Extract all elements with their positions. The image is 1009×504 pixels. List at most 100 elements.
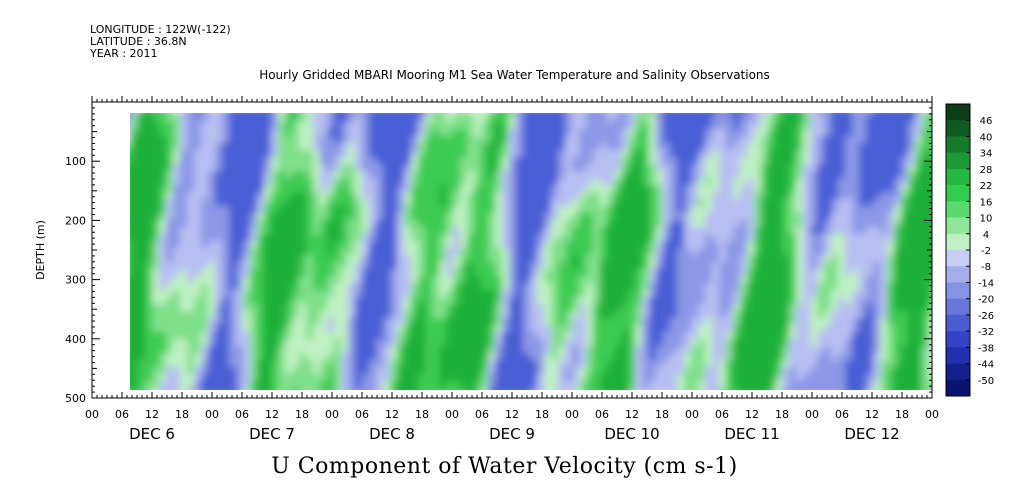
heatmap-cell (551, 360, 559, 368)
heatmap-cell (838, 171, 846, 179)
heatmap-cell (411, 178, 419, 186)
heatmap-cell (852, 297, 860, 305)
heatmap-cell (481, 234, 489, 242)
heatmap-cell (859, 241, 867, 249)
heatmap-cell (649, 136, 657, 144)
heatmap-cell (789, 115, 797, 123)
heatmap-cell (250, 388, 258, 390)
heatmap-cell (502, 381, 510, 389)
heatmap-cell (138, 192, 146, 200)
heatmap-cell (607, 325, 615, 333)
heatmap-cell (544, 381, 552, 389)
heatmap-cell (145, 318, 153, 326)
heatmap-cell (782, 283, 790, 291)
heatmap-cell (418, 171, 426, 179)
heatmap-cell (488, 192, 496, 200)
heatmap-cell (824, 227, 832, 235)
heatmap-cell (614, 290, 622, 298)
heatmap-cell (691, 192, 699, 200)
heatmap-cell (635, 374, 643, 382)
heatmap-cell (656, 325, 664, 333)
heatmap-cell (138, 290, 146, 298)
heatmap-cell (768, 339, 776, 347)
heatmap-cell (411, 297, 419, 305)
heatmap-cell (530, 234, 538, 242)
heatmap-cell (607, 381, 615, 389)
heatmap-cell (565, 227, 573, 235)
heatmap-cell (824, 143, 832, 151)
heatmap-cell (894, 332, 902, 340)
heatmap-cell (859, 255, 867, 263)
heatmap-cell (292, 213, 300, 221)
heatmap-cell (215, 143, 223, 151)
heatmap-cell (334, 304, 342, 312)
heatmap-cell (390, 213, 398, 221)
heatmap-cell (908, 346, 916, 354)
heatmap-cell (348, 248, 356, 256)
heatmap-cell (264, 220, 272, 228)
heatmap-cell (831, 113, 839, 116)
heatmap-cell (621, 220, 629, 228)
heatmap-cell (229, 332, 237, 340)
heatmap-cell (229, 213, 237, 221)
heatmap-cell (649, 318, 657, 326)
heatmap-cell (831, 262, 839, 270)
heatmap-cell (719, 234, 727, 242)
heatmap-cell (271, 157, 279, 165)
heatmap-cell (684, 122, 692, 130)
heatmap-cell (789, 220, 797, 228)
heatmap-cell (628, 346, 636, 354)
heatmap-cell (215, 360, 223, 368)
heatmap-cell (376, 150, 384, 158)
heatmap-cell (887, 234, 895, 242)
heatmap-cell (810, 136, 818, 144)
heatmap-cell (789, 339, 797, 347)
heatmap-cell (509, 353, 517, 361)
heatmap-cell (439, 353, 447, 361)
heatmap-cell (600, 113, 608, 116)
heatmap-cell (684, 178, 692, 186)
heatmap-cell (369, 206, 377, 214)
heatmap-cell (516, 199, 524, 207)
heatmap-cell (271, 381, 279, 389)
heatmap-cell (229, 367, 237, 375)
heatmap-cell (747, 346, 755, 354)
heatmap-cell (264, 122, 272, 130)
heatmap-cell (698, 360, 706, 368)
heatmap-cell (313, 206, 321, 214)
heatmap-cell (264, 206, 272, 214)
heatmap-cell (306, 192, 314, 200)
heatmap-cell (740, 136, 748, 144)
heatmap-cell (166, 304, 174, 312)
heatmap-cell (873, 325, 881, 333)
heatmap-cell (530, 220, 538, 228)
heatmap-cell (152, 157, 160, 165)
heatmap-cell (453, 171, 461, 179)
heatmap-cell (516, 213, 524, 221)
heatmap-cell (866, 115, 874, 123)
heatmap-cell (467, 346, 475, 354)
heatmap-cell (558, 388, 566, 390)
heatmap-cell (432, 150, 440, 158)
heatmap-cell (747, 325, 755, 333)
heatmap-cell (201, 185, 209, 193)
heatmap-cell (257, 206, 265, 214)
heatmap-cell (131, 122, 139, 130)
heatmap-cell (355, 185, 363, 193)
heatmap-cell (642, 199, 650, 207)
heatmap-cell (383, 325, 391, 333)
heatmap-cell (201, 325, 209, 333)
heatmap-cell (810, 157, 818, 165)
heatmap-cell (130, 248, 132, 256)
heatmap-cell (418, 206, 426, 214)
heatmap-cell (215, 199, 223, 207)
heatmap-cell (145, 113, 153, 116)
heatmap-cell (488, 353, 496, 361)
heatmap-cell (446, 164, 454, 172)
heatmap-cell (418, 157, 426, 165)
heatmap-cell (222, 388, 230, 390)
heatmap-cell (614, 113, 622, 116)
heatmap-cell (880, 227, 888, 235)
heatmap-cell (495, 304, 503, 312)
heatmap-cell (306, 122, 314, 130)
